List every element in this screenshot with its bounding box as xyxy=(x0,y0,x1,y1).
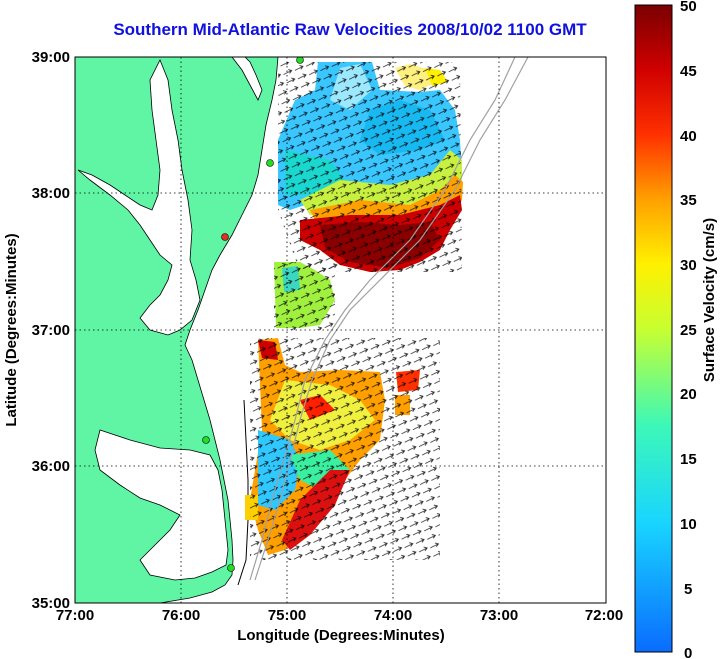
colorbar-tick: 30 xyxy=(680,257,697,274)
plot-frame xyxy=(74,56,607,604)
grid-lines xyxy=(75,57,606,603)
colorbar-tick: 20 xyxy=(680,386,697,403)
x-axis-ticks: 77:00 76:00 75:00 74:00 73:00 72:00 xyxy=(56,607,623,624)
colorbar-tick: 10 xyxy=(680,516,697,533)
station-marker xyxy=(266,159,274,167)
map-title: Southern Mid-Atlantic Raw Velocities 200… xyxy=(113,20,587,39)
y-tick: 35:00 xyxy=(32,595,70,612)
x-tick: 75:00 xyxy=(268,607,306,624)
colorbar-tick: 50 xyxy=(680,0,697,15)
x-tick: 77:00 xyxy=(56,607,94,624)
colorbar xyxy=(634,4,673,653)
x-tick: 73:00 xyxy=(480,607,518,624)
pamlico-sound xyxy=(94,429,229,581)
colorbar-tick: 45 xyxy=(680,63,697,80)
station-markers xyxy=(202,57,304,572)
colorbar-tick: 25 xyxy=(680,322,697,339)
colorbar-tick: 40 xyxy=(680,128,697,145)
colorbar-tick: 0 xyxy=(684,645,692,659)
colorbar-ticks: 50 45 40 35 30 25 20 15 10 5 0 xyxy=(680,0,697,659)
colorbar-tick: 15 xyxy=(680,451,697,468)
x-tick: 74:00 xyxy=(374,607,412,624)
y-axis-label: Latitude (Degrees:Minutes) xyxy=(3,233,20,426)
station-marker xyxy=(202,436,210,444)
delaware-bay xyxy=(231,57,263,101)
chesapeake-bay xyxy=(77,59,201,336)
y-tick: 39:00 xyxy=(32,49,70,66)
station-marker xyxy=(296,57,304,64)
x-tick: 76:00 xyxy=(162,607,200,624)
velocity-vectors xyxy=(250,62,462,560)
y-axis-ticks: 39:00 38:00 37:00 36:00 35:00 xyxy=(32,49,70,612)
station-marker xyxy=(227,564,235,572)
y-tick: 37:00 xyxy=(32,322,70,339)
y-tick: 36:00 xyxy=(32,458,70,475)
y-tick: 38:00 xyxy=(32,185,70,202)
colorbar-tick: 5 xyxy=(684,581,692,598)
x-axis-label: Longitude (Degrees:Minutes) xyxy=(237,627,445,644)
x-tick: 72:00 xyxy=(585,607,623,624)
colorbar-label: Surface Velocity (cm/s) xyxy=(701,218,718,382)
station-marker xyxy=(221,233,229,241)
bathymetry-contours xyxy=(249,57,529,581)
colorbar-tick: 35 xyxy=(680,192,697,209)
